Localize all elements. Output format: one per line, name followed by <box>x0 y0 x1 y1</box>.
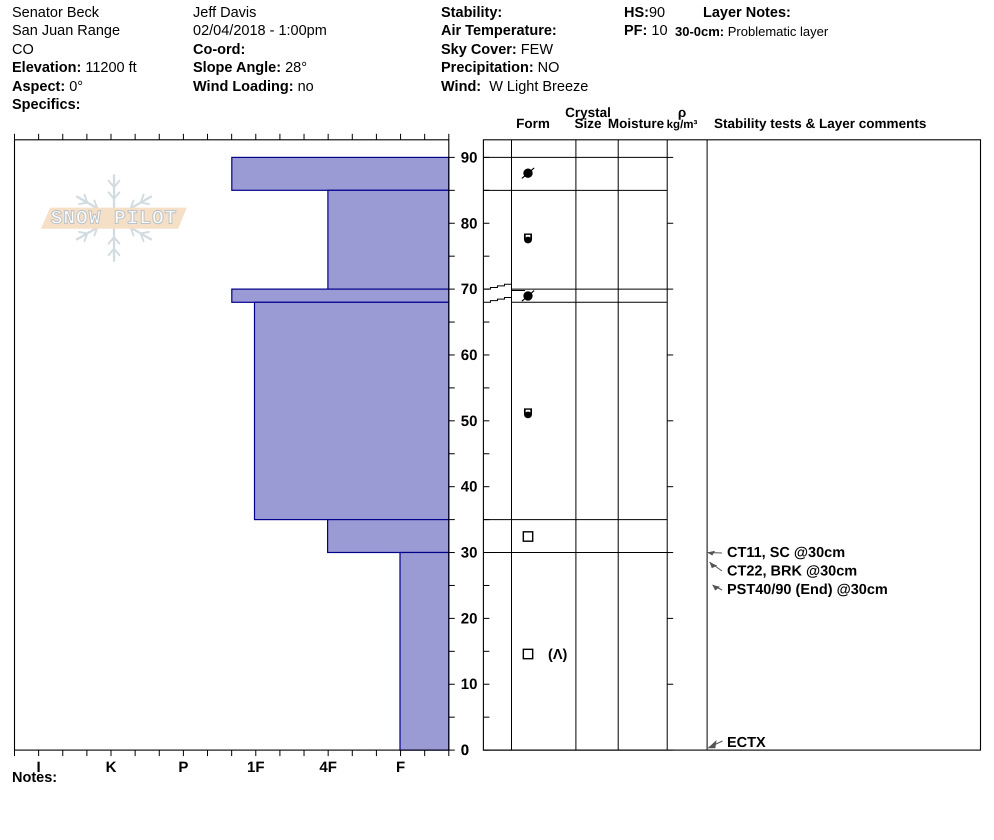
svg-text:P: P <box>178 759 188 776</box>
svg-text:(Λ): (Λ) <box>548 647 568 663</box>
svg-text:ρ: ρ <box>678 105 686 120</box>
svg-text:Stability tests & Layer commen: Stability tests & Layer comments <box>714 116 926 131</box>
svg-text:ECTX: ECTX <box>727 735 766 751</box>
svg-text:20: 20 <box>461 610 478 627</box>
svg-text:50: 50 <box>461 413 478 430</box>
svg-text:1F: 1F <box>247 759 265 776</box>
svg-text:10: 10 <box>461 676 478 693</box>
svg-text:K: K <box>106 759 117 776</box>
svg-text:kg/m³: kg/m³ <box>667 119 698 131</box>
svg-text:PST40/90 (End) @30cm: PST40/90 (End) @30cm <box>727 582 888 598</box>
svg-text:SNOW PILOT: SNOW PILOT <box>51 209 178 230</box>
svg-text:30: 30 <box>461 545 478 562</box>
svg-text:CT11, SC @30cm: CT11, SC @30cm <box>727 545 845 561</box>
svg-text:Form: Form <box>516 116 550 131</box>
svg-text:CT22, BRK @30cm: CT22, BRK @30cm <box>727 564 857 580</box>
svg-text:I: I <box>37 759 41 776</box>
svg-text:70: 70 <box>461 281 478 298</box>
svg-text:80: 80 <box>461 215 478 232</box>
svg-text:Size: Size <box>574 116 602 131</box>
svg-text:4F: 4F <box>319 759 337 776</box>
svg-text:60: 60 <box>461 347 478 364</box>
svg-text:0: 0 <box>461 742 469 759</box>
svg-text:F: F <box>396 759 405 776</box>
svg-text:40: 40 <box>461 479 478 496</box>
svg-text:Moisture: Moisture <box>608 116 665 131</box>
svg-text:90: 90 <box>461 149 478 166</box>
